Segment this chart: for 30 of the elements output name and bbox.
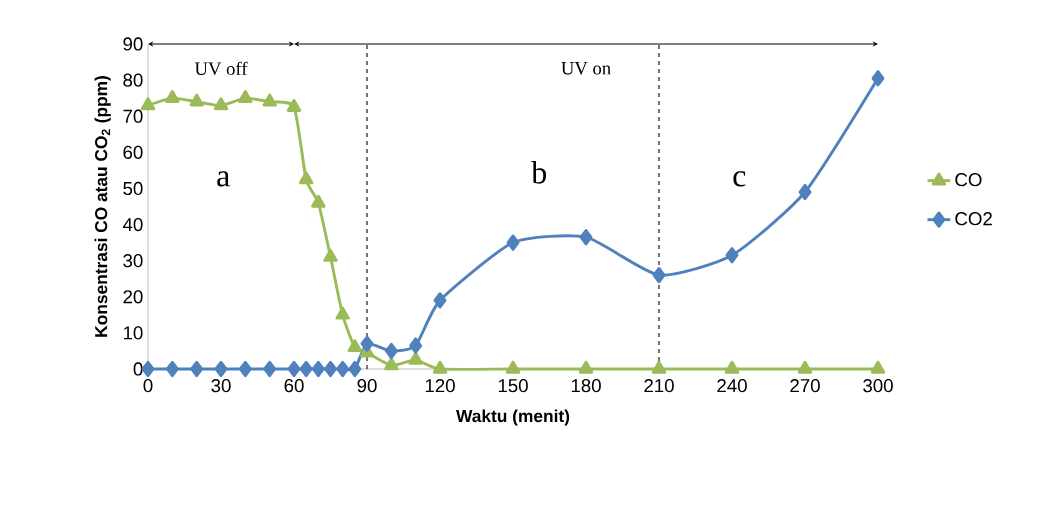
legend-label: CO2 xyxy=(955,212,992,226)
x-tick-label: 120 xyxy=(425,379,455,393)
x-tick-label: 0 xyxy=(143,379,153,393)
x-tick-label: 210 xyxy=(644,379,674,393)
x-tick-label: 150 xyxy=(498,379,528,393)
y-tick-label: 60 xyxy=(123,145,143,159)
x-tick-label: 60 xyxy=(284,379,304,393)
y-axis-title: Konsentrasi CO atau CO$_{2}$ (ppm) xyxy=(94,76,111,337)
annotation: b xyxy=(531,161,547,184)
annotation: c xyxy=(733,171,746,187)
legend-label: CO xyxy=(955,173,982,187)
y-tick-label: 70 xyxy=(123,109,143,123)
x-tick-label: 90 xyxy=(357,379,377,393)
y-tick-label: 10 xyxy=(123,326,143,340)
y-tick-label: 30 xyxy=(123,254,143,268)
x-tick-label: 300 xyxy=(863,379,893,393)
annotation: UV on xyxy=(561,62,611,75)
annotation: a xyxy=(217,171,230,187)
y-tick-label: 0 xyxy=(133,362,143,376)
annotation: UV off xyxy=(194,61,248,76)
x-axis-title: Waktu (menit) xyxy=(456,409,570,426)
x-tick-label: 240 xyxy=(717,379,747,393)
y-tick-label: 40 xyxy=(122,217,143,232)
y-tick-label: 90 xyxy=(123,37,143,51)
x-tick-label: 270 xyxy=(790,379,820,393)
y-tick-label: 80 xyxy=(123,73,143,87)
x-tick-label: 30 xyxy=(211,379,231,393)
x-tick-label: 180 xyxy=(571,379,601,393)
y-tick-label: 20 xyxy=(123,290,143,304)
y-tick-label: 50 xyxy=(123,181,143,196)
